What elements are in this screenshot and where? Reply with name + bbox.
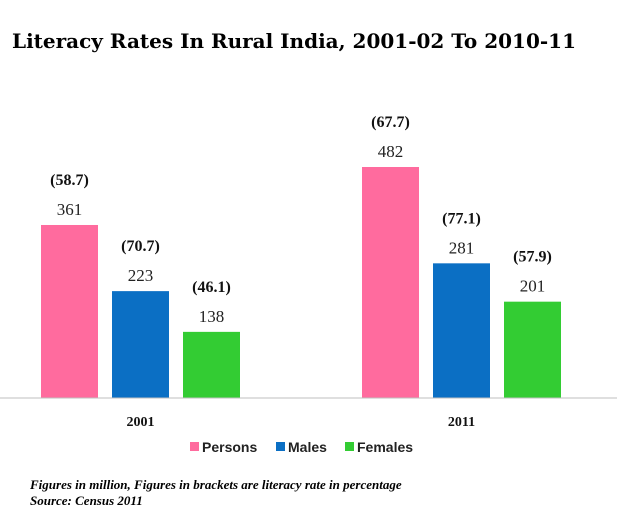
legend-swatch-males — [276, 442, 285, 451]
data-label: 482 — [378, 142, 404, 161]
data-label: 201 — [520, 277, 546, 296]
footnote-units: Figures in million, Figures in brackets … — [29, 477, 402, 492]
rate-label: (67.7) — [371, 114, 410, 131]
bar-males-2011 — [433, 263, 490, 398]
legend-label-males: Males — [288, 439, 327, 455]
legend: Persons Males Females — [190, 439, 413, 455]
plot-area: 361 (58.7) 223 (70.7) 138 (46.1) 2001 482 (67.7)… — [41, 114, 561, 430]
rate-label: (77.1) — [442, 210, 481, 227]
data-label: 223 — [128, 266, 154, 285]
rate-label: (58.7) — [50, 172, 89, 189]
data-label: 138 — [199, 307, 225, 326]
legend-label-persons: Persons — [202, 439, 257, 455]
x-tick-label: 2011 — [448, 415, 475, 430]
bar-females-2011 — [504, 301, 561, 398]
legend-swatch-persons — [190, 442, 199, 451]
bar-persons-2011 — [362, 167, 419, 398]
rate-label: (57.9) — [513, 249, 552, 266]
bar-males-2001 — [112, 291, 169, 398]
rate-label: (46.1) — [192, 279, 231, 296]
chart-title: Literacy Rates In Rural India, 2001-02 T… — [12, 29, 576, 53]
bar-females-2001 — [183, 331, 240, 398]
data-label: 361 — [57, 200, 83, 219]
rate-label: (70.7) — [121, 238, 160, 255]
legend-label-females: Females — [357, 439, 413, 455]
legend-swatch-females — [345, 442, 354, 451]
data-label: 281 — [449, 238, 475, 257]
footnote-source: Source: Census 2011 — [30, 493, 143, 508]
x-tick-label: 2001 — [127, 415, 155, 430]
bar-persons-2001 — [41, 224, 98, 398]
